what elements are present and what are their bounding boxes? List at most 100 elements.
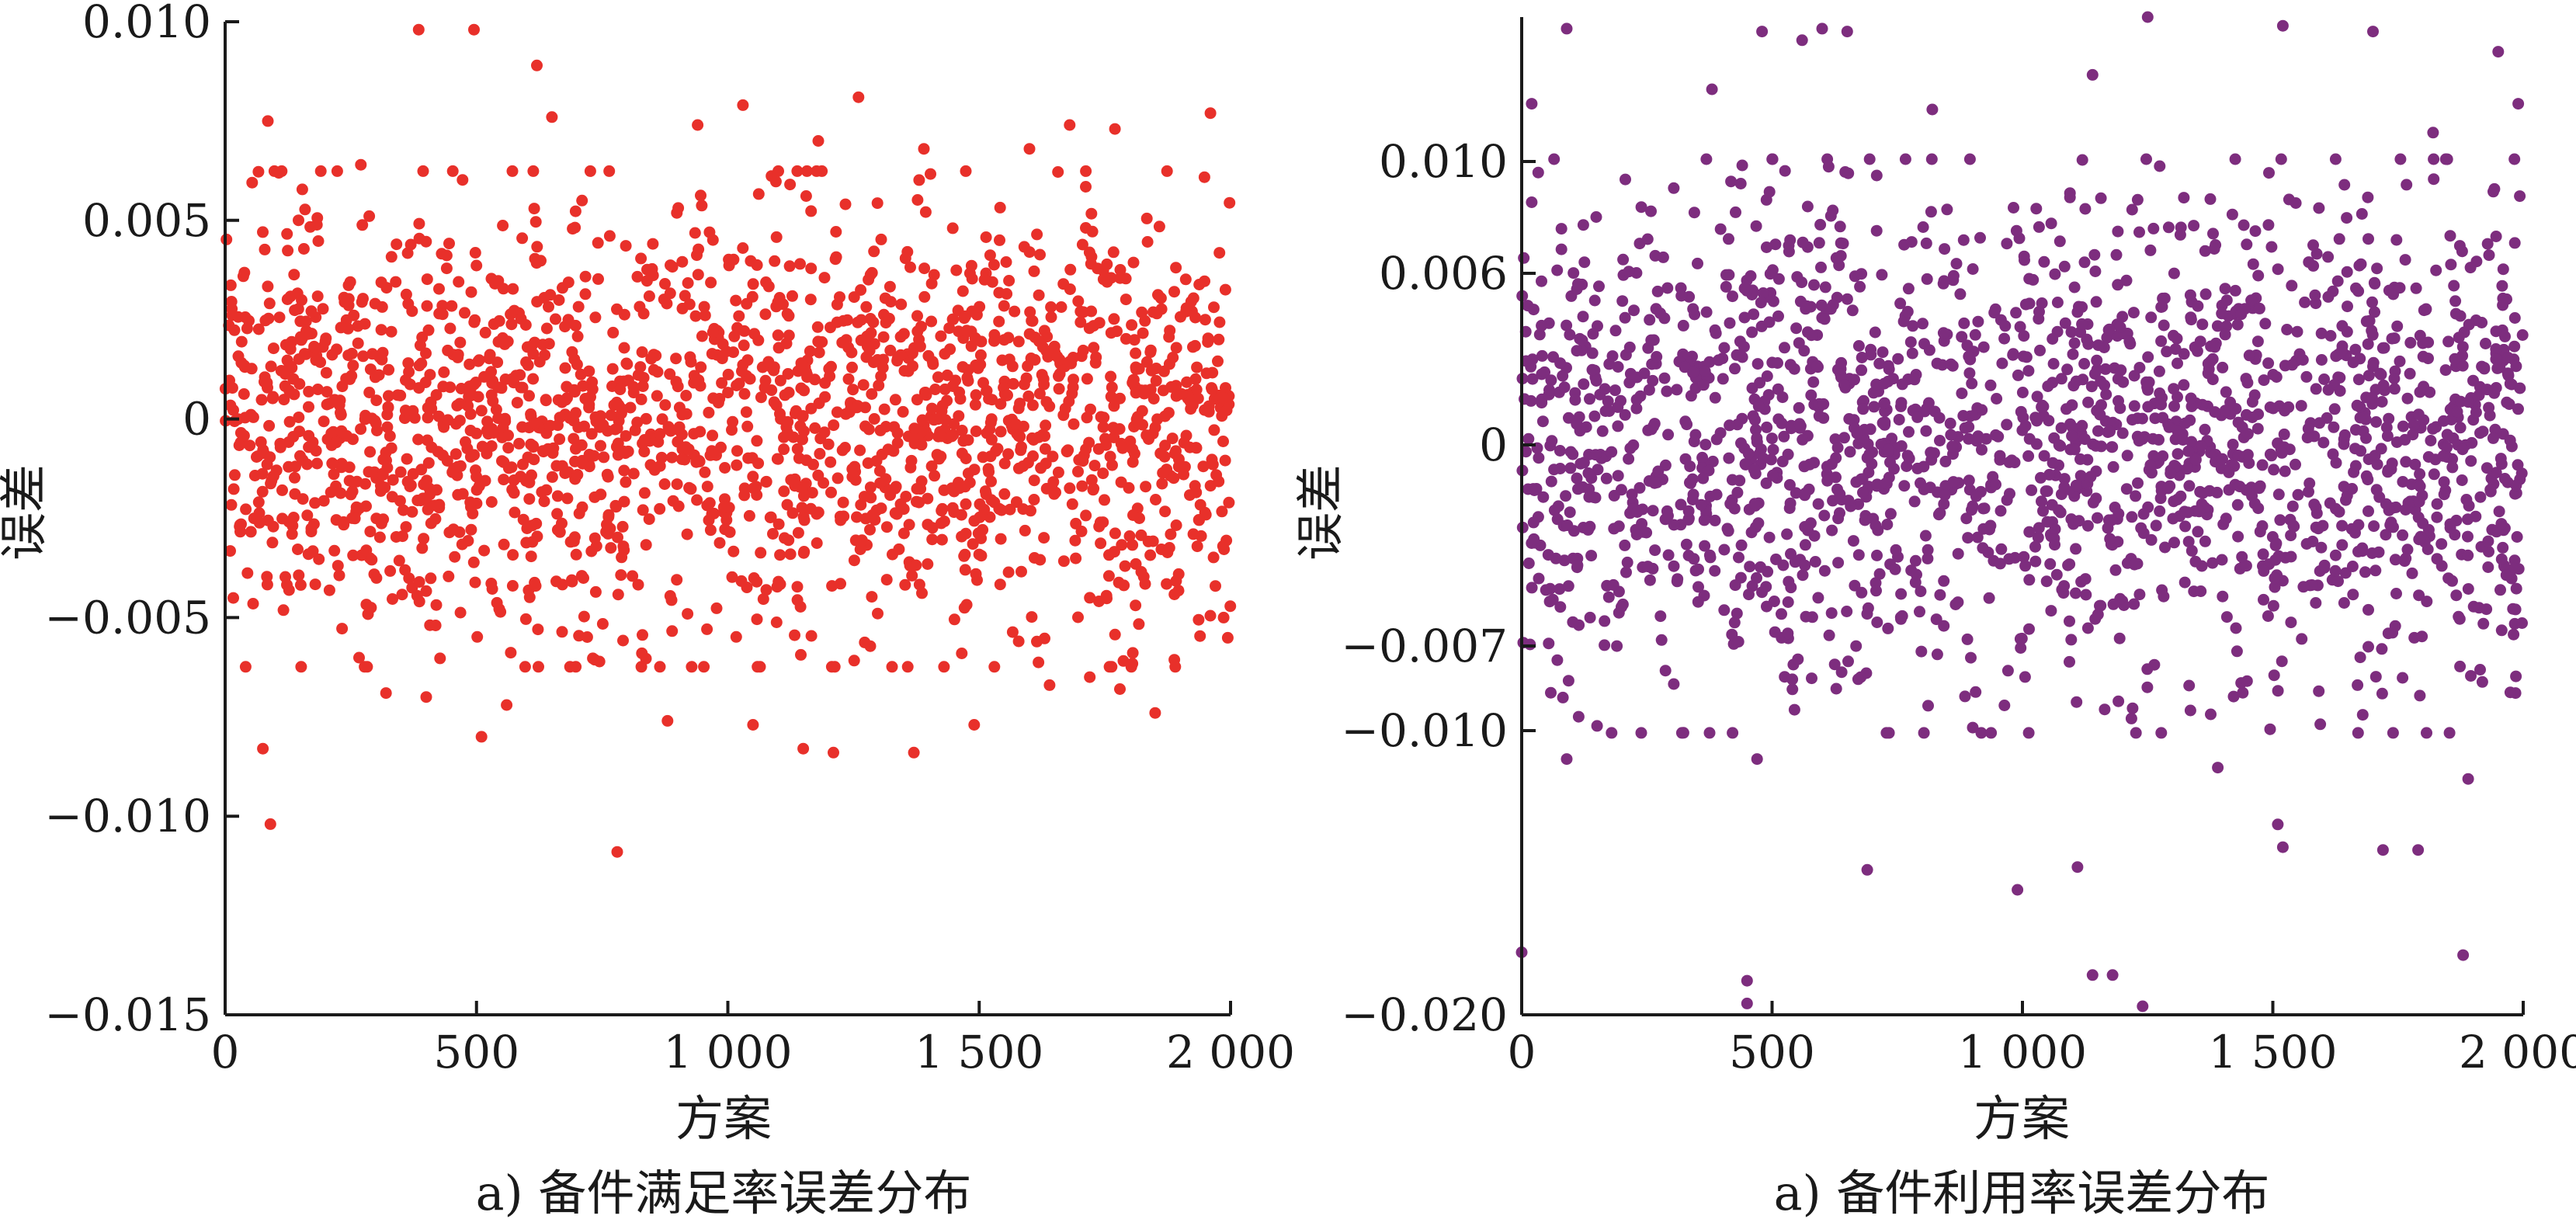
scatter-point <box>1114 683 1126 695</box>
scatter-point <box>2205 708 2217 721</box>
scatter-point <box>2031 391 2043 403</box>
scatter-point <box>1857 403 1870 415</box>
scatter-point <box>2219 405 2231 417</box>
scatter-point <box>1963 367 1976 380</box>
scatter-point <box>859 636 871 648</box>
scatter-point <box>2073 515 2085 527</box>
scatter-point <box>263 297 276 310</box>
scatter-point <box>2359 566 2371 578</box>
scatter-point <box>1815 299 1828 311</box>
scatter-point <box>333 569 345 582</box>
scatter-point <box>800 478 812 490</box>
scatter-point <box>1084 592 1096 604</box>
scatter-point <box>2023 526 2036 538</box>
scatter-point <box>2400 552 2412 564</box>
scatter-point <box>988 661 1001 673</box>
scatter-point <box>1976 404 1988 416</box>
scatter-point <box>1904 336 1917 349</box>
scatter-point <box>1947 476 1960 488</box>
scatter-point <box>1590 375 1602 387</box>
scatter-point <box>1589 449 1602 461</box>
scatter-point <box>369 371 381 384</box>
scatter-point <box>2349 343 2362 356</box>
scatter-point <box>2216 554 2228 566</box>
scatter-point <box>643 513 655 526</box>
scatter-point <box>345 347 358 359</box>
scatter-point <box>1191 540 1203 553</box>
scatter-point <box>993 287 1005 299</box>
scatter-point <box>1870 585 1882 597</box>
scatter-point <box>464 408 477 420</box>
scatter-point <box>2484 484 2497 496</box>
scatter-point <box>661 297 673 310</box>
scatter-point <box>444 322 457 335</box>
scatter-point <box>2041 516 2054 528</box>
scatter-point <box>1939 455 1952 467</box>
scatter-point <box>2165 467 2177 480</box>
scatter-point <box>603 230 616 242</box>
scatter-point <box>274 437 286 450</box>
scatter-point <box>1130 599 1142 612</box>
scatter-point <box>2126 511 2138 523</box>
scatter-point <box>398 504 409 516</box>
scatter-point <box>2310 597 2322 609</box>
scatter-point <box>703 406 715 419</box>
scatter-point <box>1107 246 1120 259</box>
scatter-point <box>2332 575 2344 588</box>
scatter-point <box>1193 613 1205 626</box>
scatter-point <box>1901 305 1914 318</box>
scatter-point <box>2120 483 2133 495</box>
scatter-point <box>2269 554 2282 566</box>
scatter-point <box>472 391 484 403</box>
scatter-point <box>475 405 488 417</box>
scatter-point <box>1677 319 1689 332</box>
scatter-point <box>918 387 931 399</box>
scatter-point <box>848 655 860 667</box>
scatter-point <box>884 296 897 308</box>
scatter-point <box>436 450 449 461</box>
scatter-point <box>413 596 425 608</box>
scatter-point <box>2378 342 2390 354</box>
scatter-point <box>1080 443 1092 456</box>
scatter-point <box>1856 268 1868 280</box>
scatter-point <box>1826 524 1838 537</box>
scatter-point <box>2422 544 2434 555</box>
scatter-point <box>1017 460 1029 472</box>
scatter-point <box>601 468 613 481</box>
scatter-point <box>589 311 602 324</box>
scatter-point <box>1954 288 1967 300</box>
scatter-point <box>1645 334 1658 346</box>
scatter-point <box>760 584 772 596</box>
scatter-point <box>1966 377 1978 390</box>
scatter-point <box>310 354 322 366</box>
scatter-point <box>1012 635 1025 648</box>
scatter-point <box>1906 347 1918 359</box>
scatter-point <box>1064 356 1076 368</box>
scatter-point <box>2035 471 2047 484</box>
scatter-point <box>1687 488 1699 501</box>
scatter-point <box>1698 514 1710 526</box>
scatter-point <box>692 119 704 131</box>
scatter-point <box>2462 583 2474 595</box>
scatter-point <box>2237 686 2249 699</box>
scatter-point <box>2071 696 2083 708</box>
scatter-point <box>2274 514 2286 526</box>
scatter-point <box>521 341 533 353</box>
scatter-point <box>406 505 418 518</box>
scatter-point <box>637 380 649 392</box>
scatter-point <box>2285 616 2297 629</box>
scatter-point <box>2480 338 2491 349</box>
scatter-point <box>1729 579 1741 592</box>
scatter-point <box>2477 617 2490 630</box>
scatter-point <box>413 359 425 372</box>
scatter-point <box>307 545 319 557</box>
scatter-point <box>2386 332 2398 345</box>
scatter-point <box>2192 526 2204 538</box>
scatter-point <box>2454 660 2467 672</box>
scatter-point <box>2081 333 2093 346</box>
scatter-point <box>659 399 672 412</box>
scatter-point <box>1894 611 1907 623</box>
scatter-point <box>848 554 860 567</box>
scatter-point <box>2199 535 2211 547</box>
scatter-point <box>1682 505 1695 517</box>
